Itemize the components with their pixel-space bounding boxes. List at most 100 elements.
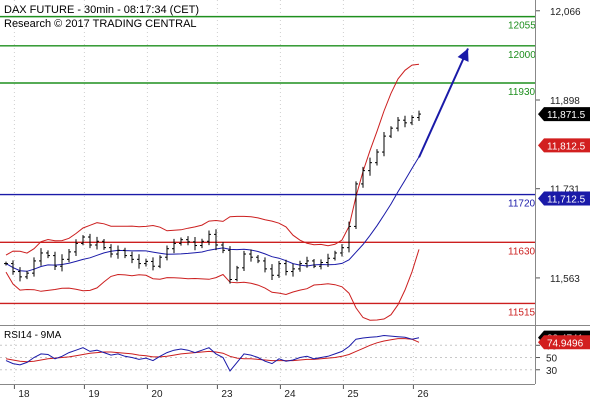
ohlc-bar [95, 236, 99, 250]
ohlc-bar [326, 253, 330, 267]
ohlc-bar [403, 115, 407, 128]
ohlc-bar [256, 254, 260, 264]
price-tags: 11,871.5 11,812.5 11,712.5 [538, 107, 590, 206]
rsi-ma-line [5, 338, 420, 363]
chart-copyright: Research © 2017 TRADING CENTRAL [4, 18, 197, 30]
moving-average-line [5, 156, 420, 272]
price-plot-area [0, 0, 535, 325]
lower-band-line [5, 249, 420, 321]
ohlc-bar [284, 259, 288, 276]
price-tick-label: 11,563 [550, 274, 580, 285]
date-label: 26 [417, 389, 429, 400]
level-label: 12055 [508, 21, 536, 32]
rsi-tick-label: 50 [546, 354, 558, 365]
ohlc-bar [228, 246, 232, 284]
rsi-label: RSI14 - 9MA [4, 330, 62, 341]
chart-title: DAX FUTURE - 30min - 08:17:34 (CET) [4, 4, 199, 16]
level-label: 12000 [508, 50, 536, 61]
ohlc-bar [11, 260, 15, 275]
ohlc-bar [137, 254, 141, 269]
ohlc-bar [368, 157, 372, 176]
ohlc-bar [389, 126, 393, 139]
ohlc-bar [116, 245, 120, 259]
date-label: 23 [221, 389, 233, 400]
upper-band-line [5, 63, 420, 256]
ohlc-bar [32, 257, 36, 277]
ohlc-bar [249, 249, 253, 262]
ohlc-bar [25, 270, 29, 280]
ohlc-bar [242, 250, 246, 272]
date-axis: 18 19 20 23 24 25 26 [13, 384, 429, 400]
ohlc-bar [18, 267, 22, 282]
ohlc-bar [4, 261, 8, 266]
ohlc-bar [382, 131, 386, 157]
ohlc-bar [39, 248, 43, 266]
ohlc-bar [151, 257, 155, 271]
ohlc-bar [172, 238, 176, 254]
ohlc-bar [312, 259, 316, 269]
ohlc-bar [417, 110, 421, 122]
ohlc-bar [186, 236, 190, 246]
ohlc-bar [207, 230, 211, 246]
ohlc-bar [53, 251, 57, 271]
rsi-line [5, 334, 420, 372]
ohlc-bar [221, 242, 225, 254]
ohlc-bar [263, 257, 267, 273]
ohlc-bar [298, 260, 302, 272]
ohlc-bar [347, 221, 351, 253]
ohlc-bar [67, 249, 71, 263]
date-label: 24 [284, 389, 296, 400]
ohlc-bar [333, 250, 337, 261]
ohlc-bar [361, 166, 365, 188]
ohlc-bar [200, 238, 204, 249]
ohlc-bar [179, 237, 183, 246]
ohlc-bar [60, 254, 64, 272]
horizontal-levels: 12055 12000 11930 11720 11630 11515 [0, 15, 536, 318]
ohlc-bar [270, 264, 274, 281]
ohlc-bar [193, 237, 197, 251]
date-label: 25 [347, 389, 359, 400]
ohlc-bar [74, 239, 78, 257]
price-bars [4, 110, 421, 284]
level-label: 11930 [508, 87, 536, 98]
ohlc-bar [305, 256, 309, 268]
ohlc-bar [277, 261, 281, 278]
price-tag-label: 11,871.5 [547, 110, 586, 121]
arrow-head [457, 48, 469, 62]
ohlc-bar [319, 259, 323, 270]
ohlc-bar [81, 235, 85, 246]
ohlc-bar [354, 181, 358, 229]
rsi-plot-area [0, 326, 535, 384]
ohlc-bar [235, 265, 239, 282]
ohlc-bar [396, 116, 400, 132]
ohlc-bar [46, 250, 50, 259]
grid-layer [13, 0, 414, 384]
rsi-tag-label: 74.9496 [547, 338, 584, 349]
ohlc-bar [88, 233, 92, 249]
bollinger-bands [5, 63, 420, 321]
ohlc-bar [144, 258, 148, 267]
price-tag-label: 11,712.5 [547, 195, 586, 206]
ohlc-bar [165, 245, 169, 261]
price-tag: 11,871.5 [538, 107, 590, 122]
level-label: 11515 [508, 307, 536, 318]
ohlc-bar [158, 255, 162, 269]
ohlc-bar [291, 263, 295, 277]
date-label: 20 [151, 389, 163, 400]
arrow-shaft [418, 48, 469, 158]
rsi-tick-label: 30 [546, 366, 558, 377]
ohlc-bar [109, 244, 113, 258]
price-tag-label: 11,812.5 [547, 141, 586, 152]
date-label: 18 [18, 389, 30, 400]
ohlc-bar [340, 244, 344, 257]
date-label: 19 [88, 389, 100, 400]
ohlc-bar [123, 247, 127, 259]
ohlc-bar [410, 115, 414, 126]
price-tick-label: 12,066 [550, 7, 581, 18]
level-label: 11720 [508, 199, 536, 210]
price-tick-label: 11,898 [550, 96, 580, 107]
ohlc-bar [375, 149, 379, 166]
level-label: 11630 [508, 246, 536, 257]
ohlc-bar [102, 239, 106, 250]
